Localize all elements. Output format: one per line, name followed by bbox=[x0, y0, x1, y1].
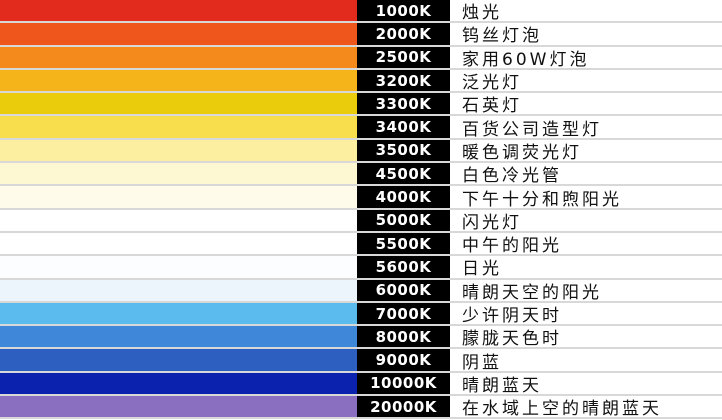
color-swatch bbox=[0, 0, 357, 22]
kelvin-label: 6000K bbox=[357, 279, 450, 301]
temperature-row: 3200K 泛光灯 bbox=[0, 69, 722, 94]
temperature-row: 1000K 烛光 bbox=[0, 0, 722, 24]
light-source-label: 暖色调荧光灯 bbox=[462, 142, 582, 163]
temperature-row: 7000K 少许阴天时 bbox=[0, 302, 722, 327]
light-source-label: 石英灯 bbox=[462, 96, 522, 117]
light-source-label: 中午的阳光 bbox=[462, 236, 562, 257]
color-swatch bbox=[0, 139, 357, 162]
temperature-row: 3300K 石英灯 bbox=[0, 93, 722, 117]
light-source-label: 朦胧天色时 bbox=[462, 329, 562, 350]
light-source-label: 泛光灯 bbox=[462, 73, 522, 94]
color-swatch bbox=[0, 163, 357, 185]
kelvin-label: 9000K bbox=[357, 349, 450, 371]
color-swatch bbox=[0, 116, 357, 138]
kelvin-label: 3400K bbox=[357, 116, 450, 138]
color-swatch bbox=[0, 279, 357, 301]
kelvin-label: 7000K bbox=[357, 302, 450, 325]
kelvin-label: 3500K bbox=[357, 139, 450, 162]
kelvin-label: 5500K bbox=[357, 232, 450, 255]
temperature-row: 3500K 暖色调荧光灯 bbox=[0, 139, 722, 164]
temperature-row: 4000K 下午十分和煦阳光 bbox=[0, 186, 722, 210]
light-source-label: 下午十分和煦阳光 bbox=[462, 189, 622, 210]
color-swatch bbox=[0, 93, 357, 115]
light-source-label: 阴蓝 bbox=[462, 352, 502, 373]
temperature-row: 20000K 在水域上空的晴朗蓝天 bbox=[0, 396, 722, 420]
color-swatch bbox=[0, 209, 357, 231]
temperature-row: 4500K 白色冷光管 bbox=[0, 163, 722, 187]
light-source-label: 晴朗蓝天 bbox=[462, 375, 542, 396]
light-source-label: 钨丝灯泡 bbox=[462, 26, 542, 47]
kelvin-label: 8000K bbox=[357, 326, 450, 348]
light-source-label: 日光 bbox=[462, 259, 502, 280]
kelvin-label: 2000K bbox=[357, 23, 450, 45]
temperature-row: 6000K 晴朗天空的阳光 bbox=[0, 279, 722, 303]
temperature-row: 2000K 钨丝灯泡 bbox=[0, 23, 722, 47]
light-source-label: 少许阴天时 bbox=[462, 306, 562, 327]
light-source-label: 晴朗天空的阳光 bbox=[462, 282, 602, 303]
light-source-label: 烛光 bbox=[462, 3, 502, 24]
color-swatch bbox=[0, 349, 357, 371]
color-swatch bbox=[0, 256, 357, 278]
light-source-label: 家用60W灯泡 bbox=[462, 49, 590, 70]
kelvin-label: 3300K bbox=[357, 93, 450, 115]
temperature-row: 8000K 朦胧天色时 bbox=[0, 326, 722, 350]
kelvin-label: 4500K bbox=[357, 163, 450, 185]
light-source-label: 白色冷光管 bbox=[462, 166, 562, 187]
temperature-row: 5500K 中午的阳光 bbox=[0, 232, 722, 257]
color-swatch bbox=[0, 69, 357, 92]
color-swatch bbox=[0, 302, 357, 325]
kelvin-label: 10000K bbox=[357, 372, 450, 395]
temperature-row: 2500K 家用60W灯泡 bbox=[0, 46, 722, 70]
color-swatch bbox=[0, 372, 357, 395]
temperature-row: 9000K 阴蓝 bbox=[0, 349, 722, 373]
kelvin-label: 20000K bbox=[357, 396, 450, 418]
kelvin-label: 4000K bbox=[357, 186, 450, 208]
kelvin-label: 5000K bbox=[357, 209, 450, 231]
color-swatch bbox=[0, 326, 357, 348]
temperature-row: 5600K 日光 bbox=[0, 256, 722, 280]
color-swatch bbox=[0, 232, 357, 255]
temperature-row: 10000K 晴朗蓝天 bbox=[0, 372, 722, 397]
light-source-label: 百货公司造型灯 bbox=[462, 119, 602, 140]
color-swatch bbox=[0, 46, 357, 68]
kelvin-label: 5600K bbox=[357, 256, 450, 278]
kelvin-label: 1000K bbox=[357, 0, 450, 22]
light-source-label: 在水域上空的晴朗蓝天 bbox=[462, 399, 662, 420]
kelvin-label: 3200K bbox=[357, 69, 450, 92]
light-source-label: 闪光灯 bbox=[462, 212, 522, 233]
temperature-row: 3400K 百货公司造型灯 bbox=[0, 116, 722, 140]
color-swatch bbox=[0, 186, 357, 208]
color-swatch bbox=[0, 23, 357, 45]
kelvin-label: 2500K bbox=[357, 46, 450, 68]
temperature-row: 5000K 闪光灯 bbox=[0, 209, 722, 233]
color-swatch bbox=[0, 396, 357, 418]
